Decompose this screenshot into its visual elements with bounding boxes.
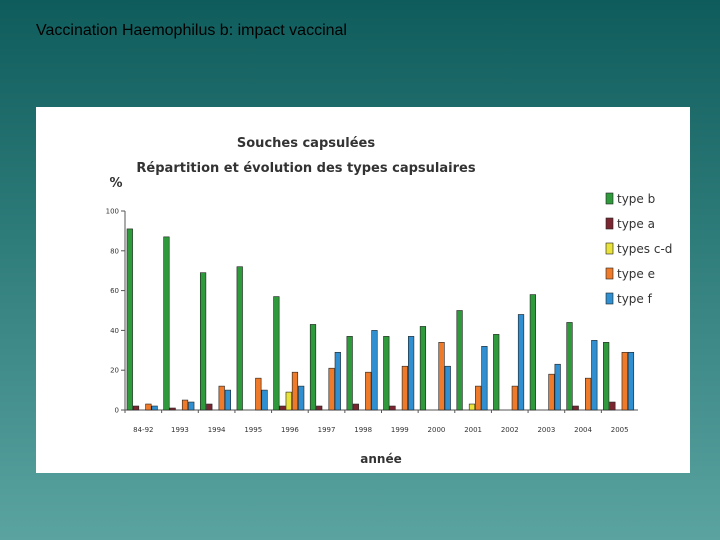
legend-swatch-type-e bbox=[605, 267, 614, 280]
legend-swatch-type-a bbox=[605, 217, 614, 230]
bar-type-e-2000 bbox=[438, 342, 445, 411]
bar-types-c-d-2001 bbox=[468, 403, 476, 411]
bar-type-b-1999 bbox=[383, 336, 390, 411]
bar-type-e-1996 bbox=[291, 371, 299, 411]
legend-swatch-type-f bbox=[605, 292, 614, 305]
x-tick-label: 1995 bbox=[244, 426, 262, 434]
bar-type-a-1994 bbox=[206, 403, 213, 411]
x-tick-label: 2003 bbox=[537, 426, 555, 434]
bar-type-f-1999 bbox=[407, 336, 415, 411]
legend-label-types-c-d: types c-d bbox=[617, 242, 672, 256]
bar-type-f-1994 bbox=[224, 389, 231, 411]
y-tick-label: 20 bbox=[110, 367, 119, 375]
x-tick-label: 84-92 bbox=[133, 426, 153, 434]
bar-type-b-2001 bbox=[456, 310, 463, 411]
bar-type-f-2003 bbox=[554, 363, 561, 411]
bar-type-a-84-92 bbox=[132, 405, 140, 411]
chart-subtitle: Répartition et évolution des types capsu… bbox=[136, 161, 475, 176]
bar-type-e-1995 bbox=[255, 377, 262, 411]
bar-type-b-1995 bbox=[236, 266, 243, 411]
chart-panel: Souches capsulées Répartition et évoluti… bbox=[36, 107, 690, 473]
bar-type-b-2005 bbox=[603, 342, 610, 411]
y-tick-label: 80 bbox=[110, 247, 119, 255]
plot-area: 0 20 40 60 80 100 84-92 1993 1994 1995 1996 1997 199… bbox=[106, 208, 638, 434]
legend-label-type-f: type f bbox=[617, 292, 653, 306]
bar-type-b-2002 bbox=[493, 334, 500, 411]
x-tick-label: 1998 bbox=[354, 426, 372, 434]
legend: type b type a types c-d type e type f bbox=[605, 192, 672, 306]
bar-type-e-84-92 bbox=[145, 403, 152, 411]
bar-type-b-1996 bbox=[273, 296, 280, 411]
x-tick-label: 1994 bbox=[208, 426, 226, 434]
bar-type-b-1997 bbox=[309, 324, 317, 411]
bar-type-f-2002 bbox=[517, 314, 525, 411]
bar-type-e-2005 bbox=[621, 351, 628, 411]
legend-label-type-e: type e bbox=[617, 267, 655, 281]
bar-type-a-1999 bbox=[389, 405, 396, 411]
bar-type-f-1995 bbox=[261, 389, 268, 411]
bar-type-e-1997 bbox=[328, 367, 335, 411]
bar-type-e-2004 bbox=[585, 377, 592, 411]
bar-type-b-2003 bbox=[529, 294, 536, 411]
bar-type-f-1997 bbox=[334, 351, 341, 411]
bar-type-b-2004 bbox=[566, 322, 573, 411]
bar-type-e-1999 bbox=[401, 365, 409, 411]
x-tick-label: 2004 bbox=[574, 426, 592, 434]
capsular-types-bar-chart: Souches capsulées Répartition et évoluti… bbox=[106, 136, 673, 466]
x-axis-label: année bbox=[360, 452, 401, 466]
bar-type-e-1994 bbox=[218, 385, 225, 411]
bar-type-b-2000 bbox=[419, 326, 427, 411]
y-tick-label: 0 bbox=[115, 407, 119, 415]
legend-swatch-types-c-d bbox=[605, 242, 614, 255]
x-tick-label: 2005 bbox=[611, 426, 629, 434]
bar-type-b-1998 bbox=[346, 336, 353, 411]
bar-type-f-2004 bbox=[591, 340, 598, 411]
bar-type-f-84-92 bbox=[151, 405, 158, 411]
bar-type-a-1993 bbox=[169, 407, 176, 411]
x-tick-label: 1999 bbox=[391, 426, 409, 434]
x-tick-label: 2002 bbox=[501, 426, 519, 434]
y-axis-label: % bbox=[109, 176, 122, 191]
bar-type-b-1994 bbox=[199, 272, 207, 411]
slide-title: Vaccination Haemophilus b: impact vaccin… bbox=[36, 22, 347, 39]
legend-label-type-b: type b bbox=[617, 192, 655, 206]
bar-type-a-1996 bbox=[279, 405, 286, 411]
bar-type-e-2003 bbox=[548, 373, 555, 411]
bar-type-a-1998 bbox=[352, 403, 359, 411]
bar-type-f-2000 bbox=[444, 365, 451, 411]
legend-label-type-a: type a bbox=[617, 217, 655, 231]
x-tick-label: 1993 bbox=[171, 426, 189, 434]
y-tick-label: 60 bbox=[110, 287, 119, 295]
bar-type-a-1997 bbox=[316, 405, 323, 411]
chart-title: Souches capsulées bbox=[237, 136, 375, 151]
x-tick-label: 2000 bbox=[428, 426, 446, 434]
bar-type-f-2001 bbox=[481, 346, 488, 411]
x-tick-label: 1996 bbox=[281, 426, 299, 434]
bar-types-c-d-1996 bbox=[285, 391, 292, 411]
bar-type-e-2002 bbox=[511, 385, 518, 411]
bar-type-f-1993 bbox=[188, 401, 195, 411]
bar-type-f-1996 bbox=[298, 385, 305, 411]
bar-type-a-2004 bbox=[572, 405, 579, 411]
y-tick-label: 40 bbox=[110, 327, 119, 335]
bar-type-f-2005 bbox=[627, 351, 635, 411]
y-tick-label: 100 bbox=[106, 208, 119, 216]
bar-type-b-1993 bbox=[163, 236, 170, 411]
bar-type-e-1998 bbox=[365, 371, 372, 411]
bar-type-e-1993 bbox=[181, 399, 189, 411]
x-tick-label: 2001 bbox=[464, 426, 482, 434]
bar-type-f-1998 bbox=[371, 330, 378, 411]
legend-swatch-type-b bbox=[605, 192, 614, 205]
bar-type-a-2005 bbox=[609, 401, 616, 411]
x-tick-label: 1997 bbox=[318, 426, 336, 434]
bar-type-b-84-92 bbox=[126, 228, 133, 411]
bar-type-e-2001 bbox=[475, 385, 482, 411]
